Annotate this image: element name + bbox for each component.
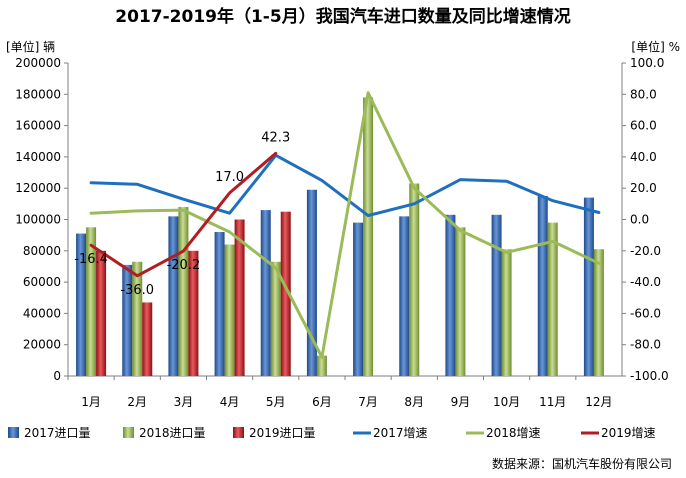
bar-2018进口量	[455, 227, 466, 376]
bar-2019进口量	[142, 302, 153, 376]
bar-2019进口量	[96, 250, 107, 376]
legend-swatch	[233, 427, 244, 438]
bar-2018进口量	[409, 183, 420, 376]
bar-2018进口量	[224, 244, 235, 376]
bar-2018进口量	[501, 249, 512, 376]
bar-2019进口量	[188, 250, 199, 376]
x-tick-label: 4月	[220, 395, 240, 409]
bar-2017进口量	[399, 216, 410, 376]
bar-2017进口量	[445, 214, 456, 376]
right-tick-label: -60.0	[630, 306, 661, 320]
bar-2017进口量	[168, 216, 179, 376]
bar-2019进口量	[234, 219, 245, 376]
x-tick-label: 12月	[585, 395, 612, 409]
legend-swatch	[8, 427, 19, 438]
x-tick-label: 11月	[539, 395, 566, 409]
right-tick-label: 80.0	[630, 87, 657, 101]
x-tick-label: 3月	[174, 395, 194, 409]
bar-2018进口量	[178, 206, 189, 376]
legend-label: 2018增速	[486, 426, 541, 440]
x-tick-label: 10月	[493, 395, 520, 409]
bar-2017进口量	[260, 210, 271, 376]
x-tick-label: 1月	[81, 395, 101, 409]
data-label: 17.0	[215, 170, 244, 185]
bar-2017进口量	[76, 233, 87, 376]
x-tick-label: 2月	[127, 395, 147, 409]
x-tick-label: 5月	[266, 395, 286, 409]
right-tick-label: -80.0	[630, 338, 661, 352]
right-tick-label: -40.0	[630, 275, 661, 289]
bar-2018进口量	[363, 97, 374, 377]
right-tick-label: -100.0	[630, 369, 669, 383]
legend-label: 2018进口量	[139, 426, 206, 440]
bar-2017进口量	[537, 196, 548, 376]
left-tick-label: 80000	[23, 244, 61, 258]
x-tick-label: 9月	[451, 395, 471, 409]
data-label: -36.0	[120, 283, 154, 298]
right-tick-label: -20.0	[630, 244, 661, 258]
left-tick-label: 120000	[15, 181, 61, 195]
left-tick-label: 0	[53, 369, 61, 383]
x-tick-label: 7月	[358, 395, 378, 409]
left-tick-label: 140000	[15, 150, 61, 164]
bar-2018进口量	[132, 261, 143, 376]
bar-2018进口量	[593, 249, 604, 376]
left-tick-label: 40000	[23, 306, 61, 320]
left-tick-label: 100000	[15, 213, 61, 227]
data-label: 42.3	[261, 130, 290, 145]
bar-2017进口量	[353, 222, 364, 376]
left-tick-label: 180000	[15, 87, 61, 101]
right-tick-label: 60.0	[630, 119, 657, 133]
bar-2018进口量	[270, 261, 281, 376]
bar-2018进口量	[316, 355, 327, 376]
legend-swatch	[123, 427, 134, 438]
bar-2017进口量	[306, 189, 317, 376]
bar-2017进口量	[583, 197, 594, 376]
left-axis-unit: [单位] 辆	[6, 40, 56, 54]
line-2019增速	[89, 151, 278, 278]
data-label: -20.2	[167, 258, 201, 273]
left-tick-label: 60000	[23, 275, 61, 289]
legend-label: 2019进口量	[249, 426, 316, 440]
right-tick-label: 20.0	[630, 181, 657, 195]
left-tick-label: 200000	[15, 56, 61, 70]
legend-label: 2017增速	[373, 426, 428, 440]
legend-label: 2017进口量	[24, 426, 91, 440]
data-source: 数据来源：国机汽车股份有限公司	[491, 457, 672, 471]
right-axis-unit: [单位] %	[631, 40, 680, 54]
data-label: -16.4	[74, 252, 108, 267]
line-2018增速	[89, 91, 601, 359]
bar-2017进口量	[122, 264, 133, 376]
left-tick-label: 20000	[23, 338, 61, 352]
bar-2017进口量	[491, 214, 502, 376]
bar-2018进口量	[547, 222, 558, 376]
right-tick-label: 100.0	[630, 56, 664, 70]
legend-label: 2019增速	[601, 426, 656, 440]
left-tick-label: 160000	[15, 119, 61, 133]
right-tick-label: 0.0	[630, 213, 649, 227]
right-tick-label: 40.0	[630, 150, 657, 164]
bar-2019进口量	[280, 211, 291, 376]
line-2017增速	[89, 153, 601, 218]
x-tick-label: 8月	[404, 395, 424, 409]
bar-2018进口量	[86, 227, 97, 376]
chart-title: 2017-2019年（1-5月）我国汽车进口数量及同比增速情况	[115, 7, 571, 27]
bar-2017进口量	[214, 232, 225, 376]
x-tick-label: 6月	[312, 395, 332, 409]
